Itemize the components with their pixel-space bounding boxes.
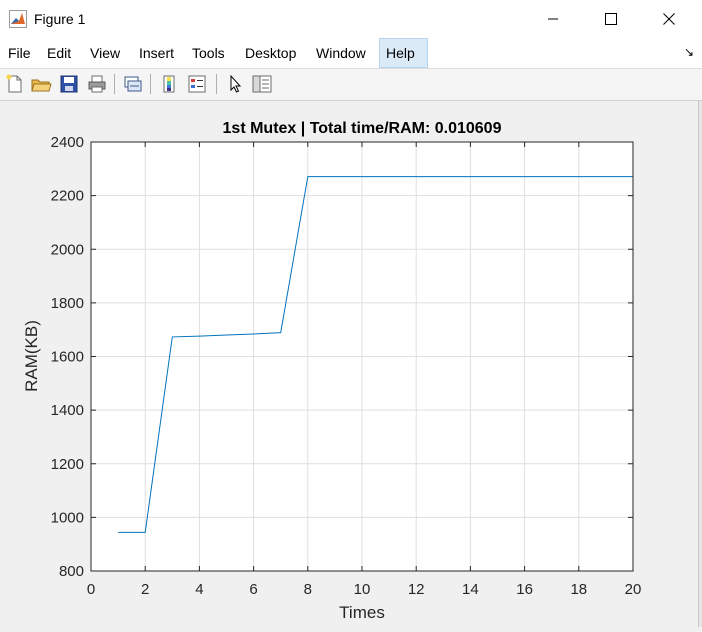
save-icon[interactable] (58, 73, 80, 95)
maximize-button[interactable] (588, 0, 634, 38)
minimize-button[interactable] (530, 0, 576, 38)
x-tick-label: 8 (304, 581, 312, 598)
y-tick-label: 1800 (51, 295, 84, 312)
x-tick-labels: 0 2 4 6 8 10 12 14 16 18 20 (87, 581, 642, 598)
y-tick-label: 2200 (51, 188, 84, 205)
menu-tools[interactable]: Tools (192, 45, 225, 61)
figure-toolbar (0, 69, 702, 101)
figure-canvas[interactable]: 0 2 4 6 8 10 12 14 16 18 20 800 1000 1200 1400 1600 180… (0, 101, 702, 627)
y-tick-label: 1000 (51, 509, 84, 526)
menu-help[interactable]: Help (379, 38, 428, 68)
y-tick-label: 1200 (51, 456, 84, 473)
y-tick-labels: 800 1000 1200 1400 1600 1800 2000 2200 2400 (51, 134, 84, 580)
toolbar-separator (216, 74, 217, 94)
toolbar-separator (114, 74, 115, 94)
link-plot-icon[interactable] (122, 73, 144, 95)
x-tick-label: 4 (195, 581, 203, 598)
close-button[interactable] (646, 0, 692, 38)
property-editor-icon[interactable] (251, 73, 273, 95)
menu-edit[interactable]: Edit (47, 45, 72, 61)
x-tick-label: 18 (570, 581, 587, 598)
y-tick-label: 2000 (51, 241, 84, 258)
menu-view[interactable]: View (90, 45, 121, 61)
menu-insert[interactable]: Insert (139, 45, 175, 61)
y-tick-label: 1600 (51, 349, 84, 366)
grid-lines (90, 141, 634, 572)
print-icon[interactable] (86, 73, 108, 95)
minimize-icon (548, 18, 558, 20)
x-tick-label: 14 (462, 581, 479, 598)
menu-desktop[interactable]: Desktop (245, 45, 297, 61)
x-tick-label: 20 (625, 581, 642, 598)
x-tick-label: 16 (516, 581, 533, 598)
menu-window[interactable]: Window (316, 45, 366, 61)
x-tick-label: 12 (408, 581, 425, 598)
matlab-logo-icon (9, 10, 27, 28)
window-title: Figure 1 (34, 11, 86, 27)
y-tick-label: 1400 (51, 402, 84, 419)
x-tick-label: 2 (141, 581, 149, 598)
tick-marks (90, 141, 634, 572)
open-file-icon[interactable] (30, 73, 52, 95)
window-right-border (698, 101, 702, 627)
chart-title: 1st Mutex | Total time/RAM: 0.010609 (223, 120, 502, 137)
toolbar-separator (150, 74, 151, 94)
maximize-icon (605, 13, 617, 25)
x-tick-label: 6 (249, 581, 257, 598)
new-figure-icon[interactable] (4, 73, 26, 95)
menu-bar: File Edit View Insert Tools Desktop Wind… (0, 38, 702, 69)
series-line (118, 176, 633, 533)
dock-figure-icon[interactable]: ↘ (683, 45, 694, 59)
close-icon (663, 13, 675, 25)
insert-colorbar-icon[interactable] (158, 73, 180, 95)
x-tick-label: 0 (87, 581, 95, 598)
x-axis-label: Times (339, 603, 385, 622)
window-titlebar: Figure 1 (0, 0, 702, 38)
pointer-icon[interactable] (224, 73, 246, 95)
line-chart: 0 2 4 6 8 10 12 14 16 18 20 800 1000 1200 1400 1600 180… (22, 120, 642, 622)
x-tick-label: 10 (354, 581, 371, 598)
insert-legend-icon[interactable] (186, 73, 208, 95)
y-tick-label: 2400 (51, 134, 84, 151)
menu-file[interactable]: File (8, 45, 31, 61)
y-tick-label: 800 (59, 563, 84, 580)
y-axis-label: RAM(KB) (22, 320, 41, 392)
